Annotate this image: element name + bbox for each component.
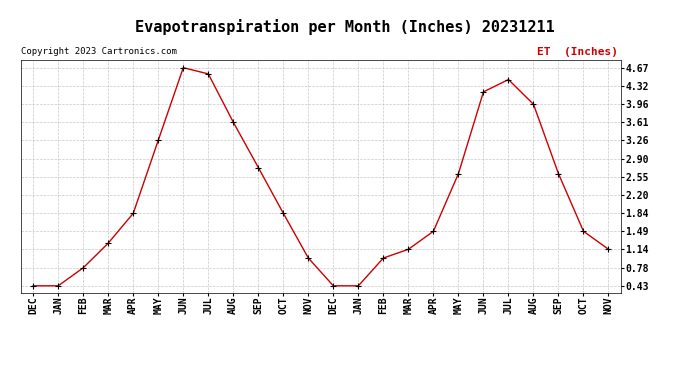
Text: Evapotranspiration per Month (Inches) 20231211: Evapotranspiration per Month (Inches) 20… — [135, 19, 555, 35]
Text: Copyright 2023 Cartronics.com: Copyright 2023 Cartronics.com — [21, 47, 177, 56]
Text: ET  (Inches): ET (Inches) — [537, 47, 618, 57]
